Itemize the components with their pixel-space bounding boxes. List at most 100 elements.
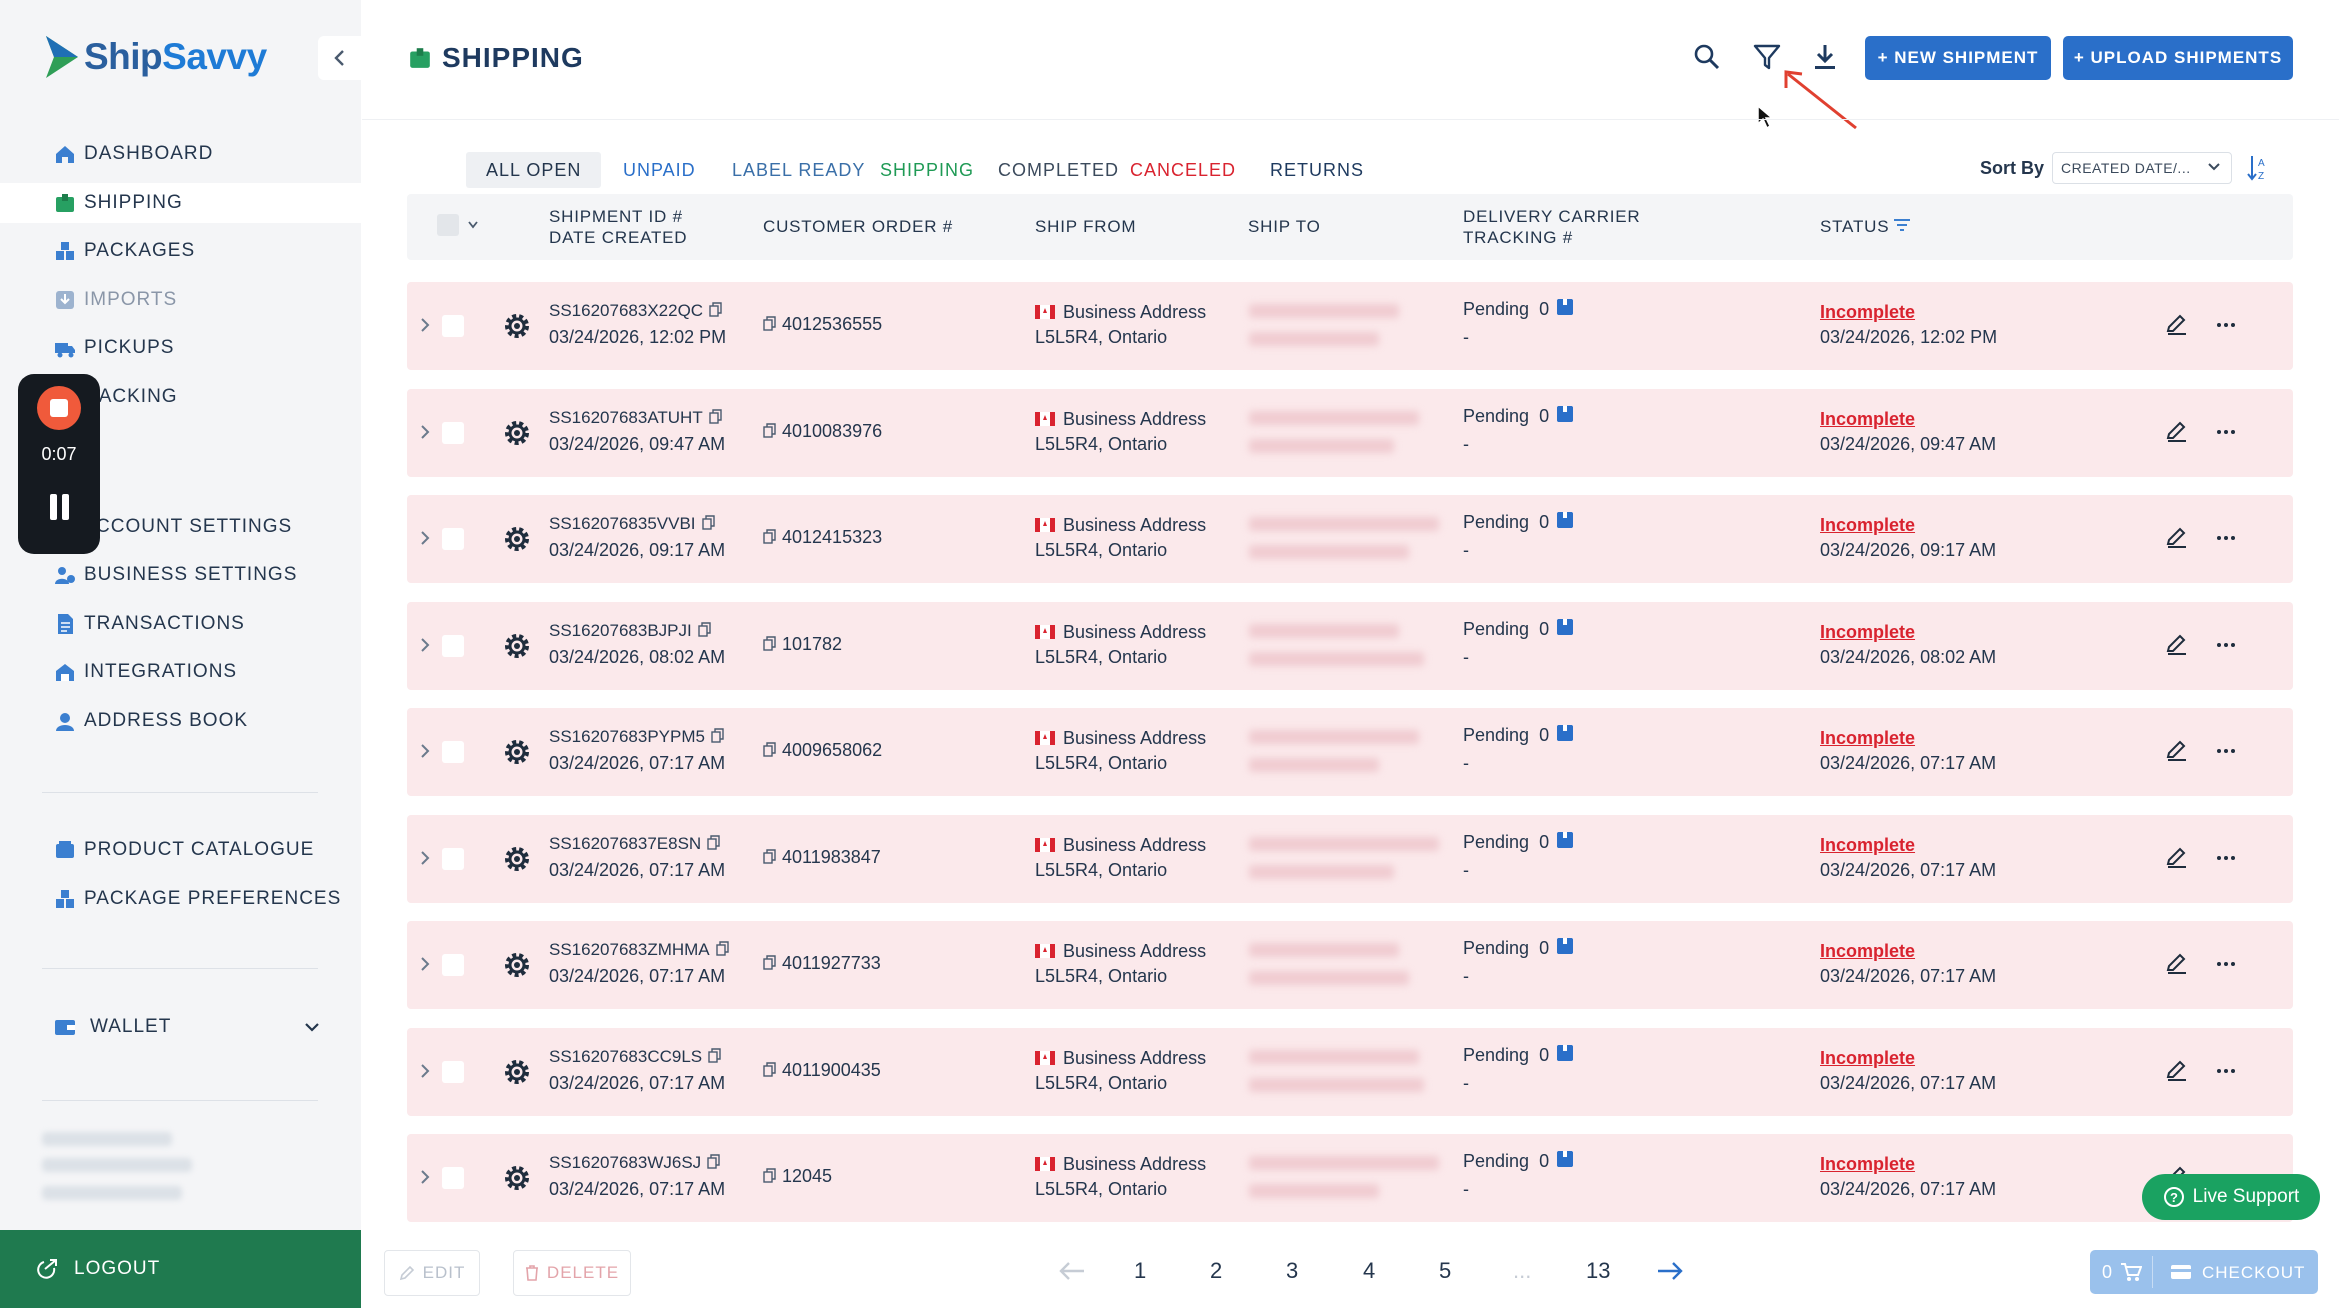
sidebar-item-account-settings[interactable]: CCOUNT SETTINGS xyxy=(0,507,361,547)
tab-completed[interactable]: COMPLETED xyxy=(998,159,1120,180)
pause-recording-button[interactable] xyxy=(48,494,70,522)
edit-pencil-icon[interactable] xyxy=(2165,845,2189,869)
shipment-id[interactable]: SS16207683ZMHMA xyxy=(549,940,729,960)
col-shipment-id[interactable]: SHIPMENT ID # DATE CREATED xyxy=(549,207,688,247)
sidebar-item-address-book[interactable]: ADDRESS BOOK xyxy=(0,701,361,741)
edit-button[interactable]: EDIT xyxy=(384,1250,480,1296)
shipment-id[interactable]: SS16207683BJPJI xyxy=(549,621,711,641)
status-link[interactable]: Incomplete xyxy=(1820,1047,1916,1068)
table-row[interactable]: SS16207683WJ6SJ 03/24/2026, 07:17 AM 120… xyxy=(407,1134,2293,1222)
tab-label-ready[interactable]: LABEL READY xyxy=(732,159,866,180)
edit-pencil-icon[interactable] xyxy=(2165,1058,2189,1082)
copy-icon[interactable] xyxy=(763,1168,776,1183)
gear-icon[interactable] xyxy=(502,1057,532,1087)
sidebar-item-business-settings[interactable]: BUSINESS SETTINGS xyxy=(0,555,361,595)
copy-icon[interactable] xyxy=(701,515,715,530)
sidebar-item-package-preferences[interactable]: PACKAGE PREFERENCES xyxy=(0,879,361,919)
sidebar-item-shipping[interactable]: SHIPPING xyxy=(0,183,361,223)
status-filter-icon[interactable] xyxy=(1893,218,1911,232)
row-checkbox[interactable] xyxy=(442,847,464,870)
collapse-sidebar-button[interactable] xyxy=(318,36,362,80)
table-row[interactable]: SS162076835VVBI 03/24/2026, 09:17 AM 401… xyxy=(407,495,2293,583)
col-status[interactable]: STATUS xyxy=(1820,217,1890,236)
row-checkbox[interactable] xyxy=(442,1060,464,1083)
shipment-id[interactable]: SS162076835VVBI xyxy=(549,514,715,534)
shipment-id[interactable]: SS162076837E8SN xyxy=(549,834,720,854)
copy-icon[interactable] xyxy=(763,422,776,438)
copy-icon[interactable] xyxy=(707,834,720,850)
expand-row-icon[interactable] xyxy=(418,529,432,547)
sidebar-item-wallet[interactable]: WALLET xyxy=(0,1007,361,1047)
table-row[interactable]: SS16207683BJPJI 03/24/2026, 08:02 AM 101… xyxy=(407,601,2293,690)
more-options-icon[interactable] xyxy=(2215,847,2237,869)
new-shipment-button[interactable]: + NEW SHIPMENT xyxy=(1865,36,2051,80)
sidebar-item-tracking[interactable]: RACKING xyxy=(0,377,361,417)
col-ship-to[interactable]: SHIP TO xyxy=(1248,217,1321,236)
edit-pencil-icon[interactable] xyxy=(2165,525,2189,549)
copy-icon[interactable] xyxy=(698,621,711,637)
gear-icon[interactable] xyxy=(502,311,532,341)
more-options-icon[interactable] xyxy=(2215,421,2237,443)
expand-row-icon[interactable] xyxy=(418,316,432,334)
more-options-icon[interactable] xyxy=(2215,953,2237,975)
gear-icon[interactable] xyxy=(502,950,532,980)
row-checkbox[interactable] xyxy=(442,634,464,657)
edit-pencil-icon[interactable] xyxy=(2165,738,2189,762)
shipment-id[interactable]: SS16207683ATUHT xyxy=(549,408,722,428)
status-link[interactable]: Incomplete xyxy=(1820,621,1916,642)
edit-pencil-icon[interactable] xyxy=(2165,419,2189,443)
copy-icon[interactable] xyxy=(715,941,729,956)
status-link[interactable]: Incomplete xyxy=(1820,728,1916,748)
status-link[interactable]: Incomplete xyxy=(1820,302,1916,322)
copy-icon[interactable] xyxy=(763,635,776,651)
table-row[interactable]: SS162076837E8SN 03/24/2026, 07:17 AM 401… xyxy=(407,814,2293,903)
sidebar-item-imports[interactable]: IMPORTS xyxy=(0,280,361,320)
download-icon[interactable] xyxy=(1810,42,1840,72)
filter-icon[interactable] xyxy=(1752,42,1782,72)
col-ship-from[interactable]: SHIP FROM xyxy=(1035,217,1137,236)
delete-button[interactable]: DELETE xyxy=(513,1250,631,1296)
sidebar-item-pickups[interactable]: PICKUPS xyxy=(0,328,361,368)
more-options-icon[interactable] xyxy=(2215,1060,2237,1082)
status-link[interactable]: Incomplete xyxy=(1820,941,1916,961)
more-options-icon[interactable] xyxy=(2215,314,2237,336)
previous-page-arrow-icon[interactable] xyxy=(1058,1260,1086,1282)
expand-row-icon[interactable] xyxy=(418,849,432,867)
tab-canceled[interactable]: CANCELED xyxy=(1130,159,1237,180)
sidebar-item-integrations[interactable]: INTEGRATIONS xyxy=(0,652,361,692)
sort-select[interactable]: CREATED DATE/... xyxy=(2052,152,2232,184)
select-all-checkbox[interactable] xyxy=(437,214,459,236)
copy-icon[interactable] xyxy=(763,955,776,970)
row-checkbox[interactable] xyxy=(442,954,464,976)
table-row[interactable]: SS16207683ATUHT 03/24/2026, 09:47 AM 401… xyxy=(407,388,2293,477)
next-page-arrow-icon[interactable] xyxy=(1656,1260,1684,1282)
expand-row-icon[interactable] xyxy=(418,423,432,441)
copy-icon[interactable] xyxy=(763,1061,776,1077)
tab-returns[interactable]: RETURNS xyxy=(1270,159,1365,180)
page-4[interactable]: 4 xyxy=(1363,1258,1376,1283)
sort-direction-icon[interactable]: AZ xyxy=(2246,154,2272,182)
copy-icon[interactable] xyxy=(763,316,776,331)
shipment-id[interactable]: SS16207683CC9LS xyxy=(549,1047,721,1067)
shipment-id[interactable]: SS16207683WJ6SJ xyxy=(549,1153,720,1173)
copy-icon[interactable] xyxy=(709,408,722,424)
copy-icon[interactable] xyxy=(708,1047,721,1063)
row-checkbox[interactable] xyxy=(442,421,464,444)
copy-icon[interactable] xyxy=(763,742,776,757)
col-delivery-carrier[interactable]: DELIVERY CARRIER TRACKING # xyxy=(1463,207,1641,247)
expand-row-icon[interactable] xyxy=(418,742,432,760)
gear-icon[interactable] xyxy=(502,524,532,554)
status-link[interactable]: Incomplete xyxy=(1820,1154,1916,1174)
more-options-icon[interactable] xyxy=(2215,527,2237,549)
row-checkbox[interactable] xyxy=(442,528,464,550)
page-5[interactable]: 5 xyxy=(1439,1258,1452,1283)
table-row[interactable]: SS16207683ZMHMA 03/24/2026, 07:17 AM 401… xyxy=(407,921,2293,1009)
sidebar-item-packages[interactable]: PACKAGES xyxy=(0,231,361,271)
expand-row-icon[interactable] xyxy=(418,1168,432,1186)
col-customer-order[interactable]: CUSTOMER ORDER # xyxy=(763,217,954,236)
table-row[interactable]: SS16207683PYPM5 03/24/2026, 07:17 AM 400… xyxy=(407,708,2293,796)
upload-shipments-button[interactable]: + UPLOAD SHIPMENTS xyxy=(2063,36,2293,80)
tab-shipping[interactable]: SHIPPING xyxy=(880,159,975,180)
gear-icon[interactable] xyxy=(502,418,532,448)
status-link[interactable]: Incomplete xyxy=(1820,834,1916,855)
